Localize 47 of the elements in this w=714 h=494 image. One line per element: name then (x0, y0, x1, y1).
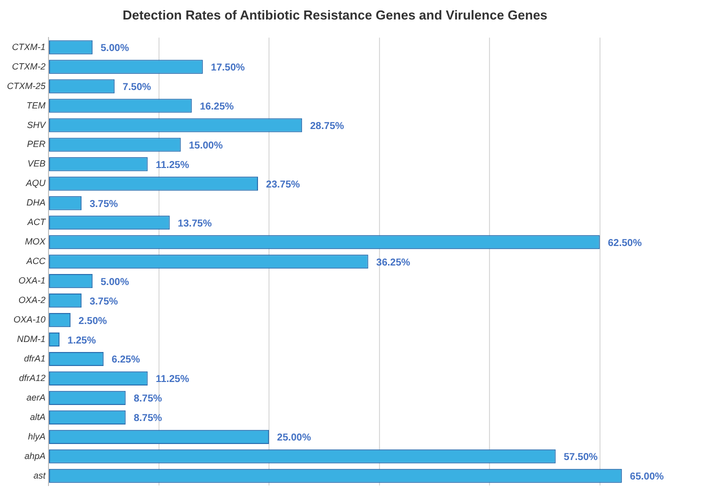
y-tick-label: NDM-1 (17, 334, 46, 344)
y-tick-label: CTXM-2 (12, 61, 46, 72)
y-tick-label: SHV (26, 120, 46, 130)
data-label: 3.75% (90, 296, 118, 308)
y-tick-label: OXA-10 (13, 314, 46, 325)
y-tick-label: ACT (26, 217, 48, 228)
data-label: 1.25% (68, 335, 96, 346)
data-label: 11.25% (156, 160, 190, 171)
y-tick-label: hlyA (28, 431, 46, 442)
y-tick-label: ACC (25, 256, 46, 266)
data-label: 36.25% (376, 257, 410, 268)
data-label: 8.75% (134, 394, 162, 405)
y-tick-label: TEM (26, 100, 46, 110)
data-label: 7.50% (122, 82, 152, 94)
y-tick-label: MOX (24, 236, 46, 247)
chart-title: Detection Rates of Antibiotic Resistance Genes and Virulence Genes (122, 7, 548, 22)
y-tick-label: PER (26, 139, 46, 150)
data-label: 13.75% (178, 218, 212, 230)
y-tick-label: VEB (27, 158, 46, 169)
y-tick-label: OXA-1 (18, 276, 46, 286)
data-label: 28.75% (310, 121, 344, 132)
y-tick-label: aerA (26, 392, 46, 402)
y-tick-label: dfrA1 (24, 353, 46, 364)
y-tick-label: ast (33, 470, 46, 480)
data-label: 3.75% (90, 198, 118, 210)
data-label: 16.25% (200, 102, 234, 113)
y-tick-label: AQU (24, 178, 46, 188)
data-label: 15.00% (188, 140, 223, 152)
data-label: 65.00% (630, 472, 664, 483)
data-label: 11.25% (156, 374, 190, 386)
y-tick-label: OXA-2 (18, 295, 46, 306)
y-tick-label: ahpA (24, 450, 46, 461)
data-label: 17.50% (210, 62, 245, 74)
data-label: 5.00% (100, 276, 130, 288)
y-tick-label: CTXM-1 (12, 42, 46, 52)
y-tick-label: altA (30, 412, 46, 422)
y-tick-label: CTXM-25 (6, 80, 46, 91)
data-label: 57.50% (564, 452, 598, 464)
data-label: 8.75% (134, 413, 162, 424)
data-label: 5.00% (100, 43, 130, 54)
data-label: 2.50% (78, 316, 108, 327)
data-label: 6.25% (112, 354, 140, 366)
data-label: 25.00% (277, 432, 312, 444)
y-tick-label: dfrA12 (18, 372, 46, 383)
data-label: 23.75% (266, 179, 300, 190)
y-tick-label: DHA (26, 198, 46, 208)
data-label: 62.50% (608, 238, 642, 249)
